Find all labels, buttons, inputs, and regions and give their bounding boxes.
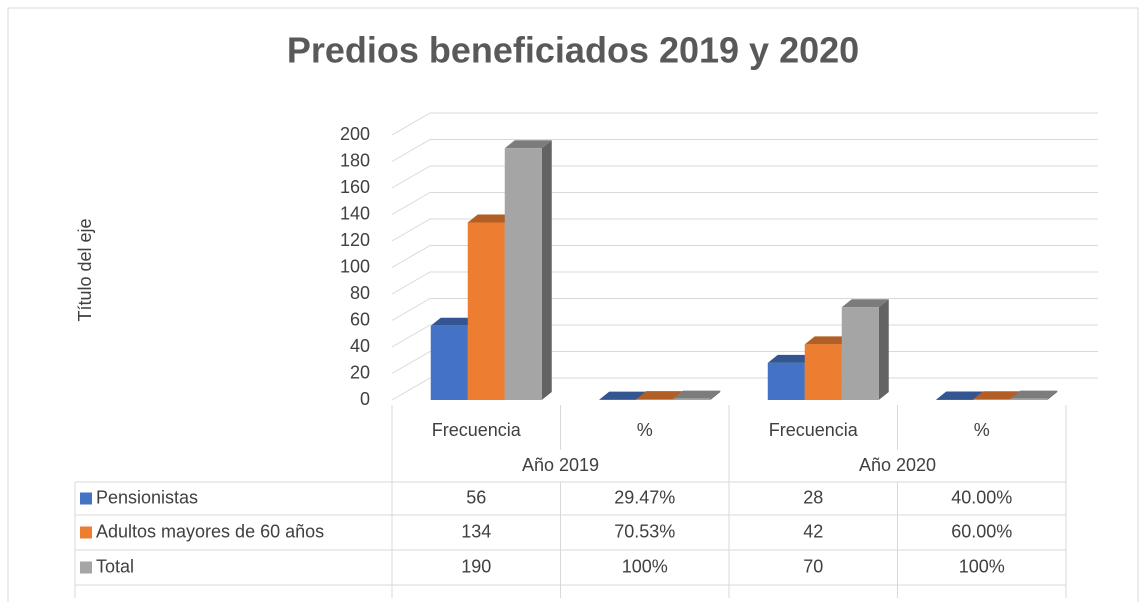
table-value: 42 <box>803 521 823 541</box>
bar-front <box>767 362 805 400</box>
bar-top <box>673 390 721 399</box>
table-value: 28 <box>803 487 823 507</box>
bar <box>673 390 721 400</box>
bar <box>504 140 552 400</box>
legend-label: Adultos mayores de 60 años <box>96 521 324 541</box>
y-tick-label: 140 <box>340 203 370 223</box>
bar-front <box>467 222 505 400</box>
bar-top <box>936 391 984 400</box>
x-tick-label: % <box>974 420 990 440</box>
table-value: 100% <box>959 556 1005 576</box>
table-value: 70.53% <box>614 521 675 541</box>
table-value: 100% <box>622 556 668 576</box>
bar-side <box>710 390 721 400</box>
y-tick-label: 0 <box>360 389 370 409</box>
legend-label: Total <box>96 556 134 576</box>
bar-top <box>1010 390 1058 399</box>
legend-swatch <box>80 526 92 539</box>
bar-top <box>599 391 647 400</box>
x-tick-label: % <box>637 420 653 440</box>
table-value: 134 <box>461 521 491 541</box>
y-tick-label: 200 <box>340 124 370 144</box>
bar-front <box>673 398 711 400</box>
bar-front <box>636 399 674 400</box>
grid-line <box>391 351 431 374</box>
grid-line <box>391 377 431 401</box>
chart-border <box>7 7 1139 602</box>
grid-line <box>391 298 431 321</box>
bar-top <box>636 391 684 400</box>
bar <box>841 299 889 400</box>
bar-front <box>804 344 842 400</box>
y-tick-label: 20 <box>350 362 370 382</box>
y-tick-label: 100 <box>340 256 370 276</box>
bar <box>1010 390 1058 400</box>
bar-top <box>430 317 478 326</box>
x-tick-label: Frecuencia <box>769 420 859 440</box>
grid-line <box>391 112 431 136</box>
legend-swatch <box>80 561 92 574</box>
bar-top <box>973 391 1021 400</box>
bar-front <box>973 399 1011 400</box>
legend-label: Pensionistas <box>96 487 198 507</box>
grid-line <box>391 218 431 242</box>
grid-line <box>391 271 431 295</box>
table-value: 29.47% <box>614 487 675 507</box>
y-tick-label: 180 <box>340 150 370 170</box>
bar-front <box>504 148 542 400</box>
grid-line <box>391 324 431 348</box>
bar-top <box>841 299 889 308</box>
y-tick-label: 120 <box>340 230 370 250</box>
bar-front <box>936 399 974 400</box>
chart-title: Predios beneficiados 2019 y 2020 <box>287 30 859 71</box>
table-value: 40.00% <box>951 487 1012 507</box>
category-group-label: Año 2019 <box>522 455 599 475</box>
category-group-label: Año 2020 <box>859 455 936 475</box>
bar-top <box>804 336 852 345</box>
y-tick-label: 160 <box>340 177 370 197</box>
y-tick-label: 60 <box>350 309 370 329</box>
bar-front <box>430 325 468 400</box>
grid-line <box>391 139 431 162</box>
x-tick-label: Frecuencia <box>432 420 522 440</box>
bar-front <box>841 307 879 400</box>
y-axis-title: Título del eje <box>75 218 95 321</box>
bar-front <box>1010 398 1048 400</box>
grid-line <box>391 192 431 215</box>
y-tick-label: 80 <box>350 283 370 303</box>
grid-line <box>391 245 431 268</box>
table-value: 190 <box>461 556 491 576</box>
grid-line <box>391 165 431 189</box>
bar-side <box>878 299 889 400</box>
y-tick-label: 40 <box>350 336 370 356</box>
table-value: 60.00% <box>951 521 1012 541</box>
legend-swatch <box>80 492 92 505</box>
bar-top <box>767 354 815 363</box>
bar-top <box>504 140 552 149</box>
table-value: 70 <box>803 556 823 576</box>
table-value: 56 <box>466 487 486 507</box>
bar-top <box>467 214 515 223</box>
bar-side <box>541 140 552 400</box>
bar-side <box>1047 390 1058 400</box>
